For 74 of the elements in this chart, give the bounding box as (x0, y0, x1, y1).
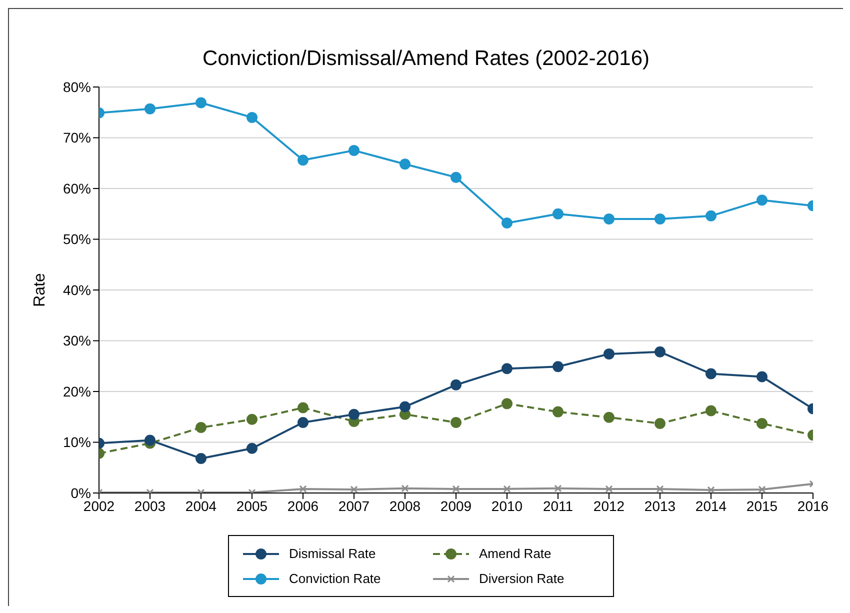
point (502, 218, 512, 229)
point (554, 484, 562, 492)
x-tick-label: 2012 (593, 498, 625, 514)
y-tick-label: 70% (62, 130, 91, 146)
point (144, 103, 156, 114)
x-tick-label: 2005 (236, 498, 268, 514)
point (706, 368, 716, 380)
point (196, 452, 206, 464)
point (196, 97, 206, 108)
point (298, 154, 308, 166)
point (298, 402, 308, 414)
point (706, 405, 716, 416)
point (552, 406, 564, 418)
x-tick-label: 2010 (491, 498, 523, 514)
x-tick-label: 2007 (338, 498, 370, 514)
point (502, 398, 512, 410)
point (604, 348, 614, 360)
point (707, 486, 715, 493)
point (756, 371, 768, 382)
point (246, 112, 258, 123)
point (450, 416, 462, 428)
y-tick-label: 40% (62, 282, 91, 298)
x-tick-label: 2008 (389, 498, 421, 514)
y-tick-label: 60% (62, 180, 91, 196)
point (350, 486, 358, 493)
y-tick-label: 80% (62, 78, 91, 95)
point (298, 416, 308, 428)
point (604, 412, 614, 423)
legend-label: Amend Rate (479, 546, 552, 561)
x-tick-label: 2006 (287, 498, 319, 514)
y-tick-label: 50% (62, 231, 91, 248)
point (246, 414, 258, 425)
x-tick-label: 2014 (695, 498, 727, 514)
point (348, 408, 360, 420)
point (299, 485, 307, 493)
point (348, 144, 360, 156)
point (452, 485, 460, 493)
point (654, 213, 666, 224)
y-axis-title: Rate (32, 273, 49, 307)
point (604, 213, 614, 224)
point (654, 346, 666, 358)
x-tick-label: 2016 (797, 498, 829, 514)
y-tick-label: 30% (62, 332, 91, 349)
x-tick-label: 2003 (134, 498, 166, 514)
point (706, 210, 716, 222)
x-tick-label: 2013 (644, 498, 676, 514)
point (758, 486, 766, 493)
point (246, 442, 258, 454)
point (400, 401, 410, 412)
point (552, 208, 564, 220)
legend-label: Conviction Rate (289, 571, 381, 586)
point (144, 434, 156, 446)
x-tick-label: 2015 (746, 498, 778, 514)
point (502, 363, 512, 374)
point (503, 485, 511, 493)
point (756, 418, 768, 429)
point (450, 172, 462, 183)
point (401, 484, 409, 492)
y-tick-label: 20% (62, 383, 91, 400)
y-tick-label: 10% (62, 434, 91, 450)
point (552, 361, 564, 372)
point (450, 379, 462, 390)
legend-label: Diversion Rate (479, 571, 564, 586)
point (654, 418, 666, 429)
x-tick-label: 2004 (185, 498, 217, 514)
x-tick-label: 2011 (542, 498, 574, 514)
point (196, 422, 206, 434)
x-tick-label: 2009 (440, 498, 472, 514)
chart-title: Conviction/Dismissal/Amend Rates (2002-2016) (201, 46, 651, 72)
point (400, 158, 410, 170)
point (605, 485, 613, 493)
point (656, 485, 664, 493)
point (756, 194, 768, 206)
legend-label: Dismissal Rate (289, 546, 376, 561)
